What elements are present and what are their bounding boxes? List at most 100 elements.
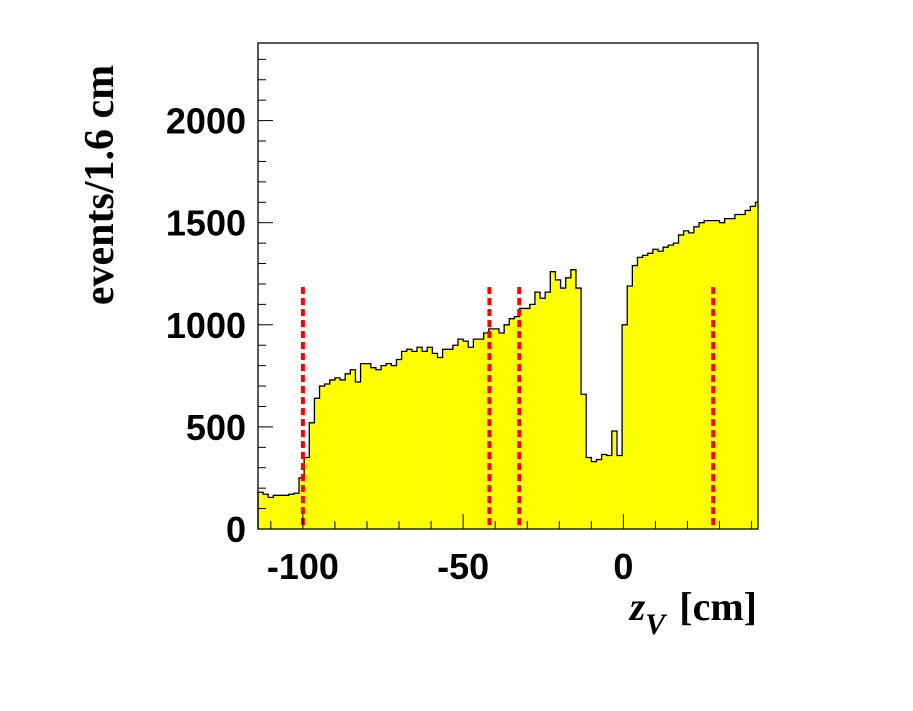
histogram-bin <box>699 222 705 529</box>
histogram-bin <box>524 308 531 529</box>
histogram-bin <box>750 206 756 530</box>
histogram-bin <box>745 210 751 529</box>
histogram-bin <box>616 455 623 529</box>
histogram-bin <box>406 349 413 529</box>
histogram-bin <box>411 351 418 529</box>
histogram-bin <box>442 349 449 529</box>
histogram-bin <box>519 308 525 529</box>
histogram-bin <box>663 247 669 530</box>
histogram-bin <box>493 328 500 529</box>
histogram-bin <box>350 369 356 529</box>
x-axis-label-variable: z <box>628 584 646 629</box>
histogram-bin <box>375 369 382 529</box>
histogram-bin <box>658 251 664 530</box>
histogram-bin <box>560 288 566 529</box>
histogram-bin <box>381 365 387 529</box>
histogram-bin <box>693 226 700 530</box>
x-tick-label: -50 <box>437 546 489 587</box>
histogram-bin <box>719 222 725 529</box>
histogram-bin <box>478 339 484 529</box>
histogram-bin <box>463 341 469 529</box>
histogram-bin <box>611 430 618 529</box>
histogram-bin <box>622 324 628 529</box>
histogram-bin <box>637 257 643 529</box>
histogram-bin <box>268 497 274 529</box>
histogram-bin <box>273 495 279 529</box>
histogram-bin <box>293 493 300 529</box>
histogram-bin <box>534 292 541 529</box>
histogram-bin <box>591 461 597 529</box>
histogram-bin <box>473 339 479 529</box>
histogram-bin <box>309 422 315 529</box>
histogram-bin <box>688 232 695 529</box>
histogram-bin <box>740 214 746 529</box>
histogram-bin <box>299 477 305 529</box>
y-tick-label: 2000 <box>166 101 246 142</box>
histogram-bin <box>575 288 582 529</box>
histogram-bin <box>452 345 459 529</box>
histogram-bin <box>422 351 428 529</box>
histogram-bin <box>514 316 520 529</box>
histogram-bin <box>386 363 392 529</box>
histogram-bin <box>581 394 587 529</box>
histogram-bin <box>355 381 361 529</box>
histogram-bin <box>642 255 649 529</box>
histogram-bin <box>540 298 546 529</box>
histogram-bin <box>668 245 674 529</box>
plot-frame <box>257 42 759 530</box>
histogram-bin <box>529 304 536 529</box>
histogram-bin <box>427 347 433 529</box>
histogram-bin <box>755 202 759 529</box>
histogram-bin <box>458 339 464 529</box>
histogram-bin <box>447 349 454 529</box>
histogram-bin <box>509 318 515 529</box>
y-tick-label: 1500 <box>166 203 246 244</box>
histogram-bin <box>283 495 290 529</box>
histogram-bin <box>565 277 572 529</box>
histogram-bin <box>647 253 654 529</box>
histogram-bin <box>606 455 613 529</box>
histogram-bin <box>586 457 592 529</box>
histogram-bin <box>488 328 495 529</box>
histogram-bin <box>673 243 679 529</box>
histogram-bin <box>483 332 490 529</box>
histogram-bin <box>258 492 264 529</box>
histogram-bin <box>432 353 438 529</box>
histogram-bin <box>329 379 336 529</box>
histogram-bin <box>334 377 341 529</box>
histogram-outline <box>257 201 758 529</box>
histogram-bin <box>340 379 346 529</box>
x-tick-label: -100 <box>267 546 339 587</box>
histogram-bin <box>714 220 720 529</box>
histogram-bin <box>278 495 284 529</box>
histogram-bin <box>437 357 443 529</box>
histogram-bin <box>391 365 397 529</box>
histogram-bin <box>555 279 561 529</box>
histogram-bin <box>724 218 731 529</box>
histogram-bin <box>632 265 638 529</box>
histogram-bin <box>416 347 423 529</box>
histogram-bin <box>468 347 474 529</box>
histogram-bin <box>499 332 505 529</box>
histogram-bin <box>314 398 320 529</box>
y-tick-label: 0 <box>226 509 246 550</box>
histogram-bin <box>709 220 715 529</box>
histogram-bin <box>504 324 510 529</box>
histogram-bin <box>596 459 602 529</box>
histogram-bin <box>550 271 556 529</box>
x-axis-label-subscript: V <box>645 608 668 641</box>
histogram-bin <box>729 218 736 529</box>
x-tick-label: 0 <box>613 546 633 587</box>
histogram-bin <box>678 234 684 529</box>
histogram-bin <box>324 384 331 529</box>
x-axis-label: zV [cm] <box>628 584 757 641</box>
y-axis-label: events/1.6 cm <box>77 65 123 305</box>
histogram-bin <box>396 359 402 529</box>
x-axis-label-unit: [cm] <box>679 584 757 629</box>
histogram-bin <box>570 269 577 529</box>
histogram-bin <box>601 454 608 529</box>
histogram-bin <box>370 367 377 529</box>
histogram-bin <box>627 286 633 529</box>
histogram-bin <box>288 494 295 529</box>
